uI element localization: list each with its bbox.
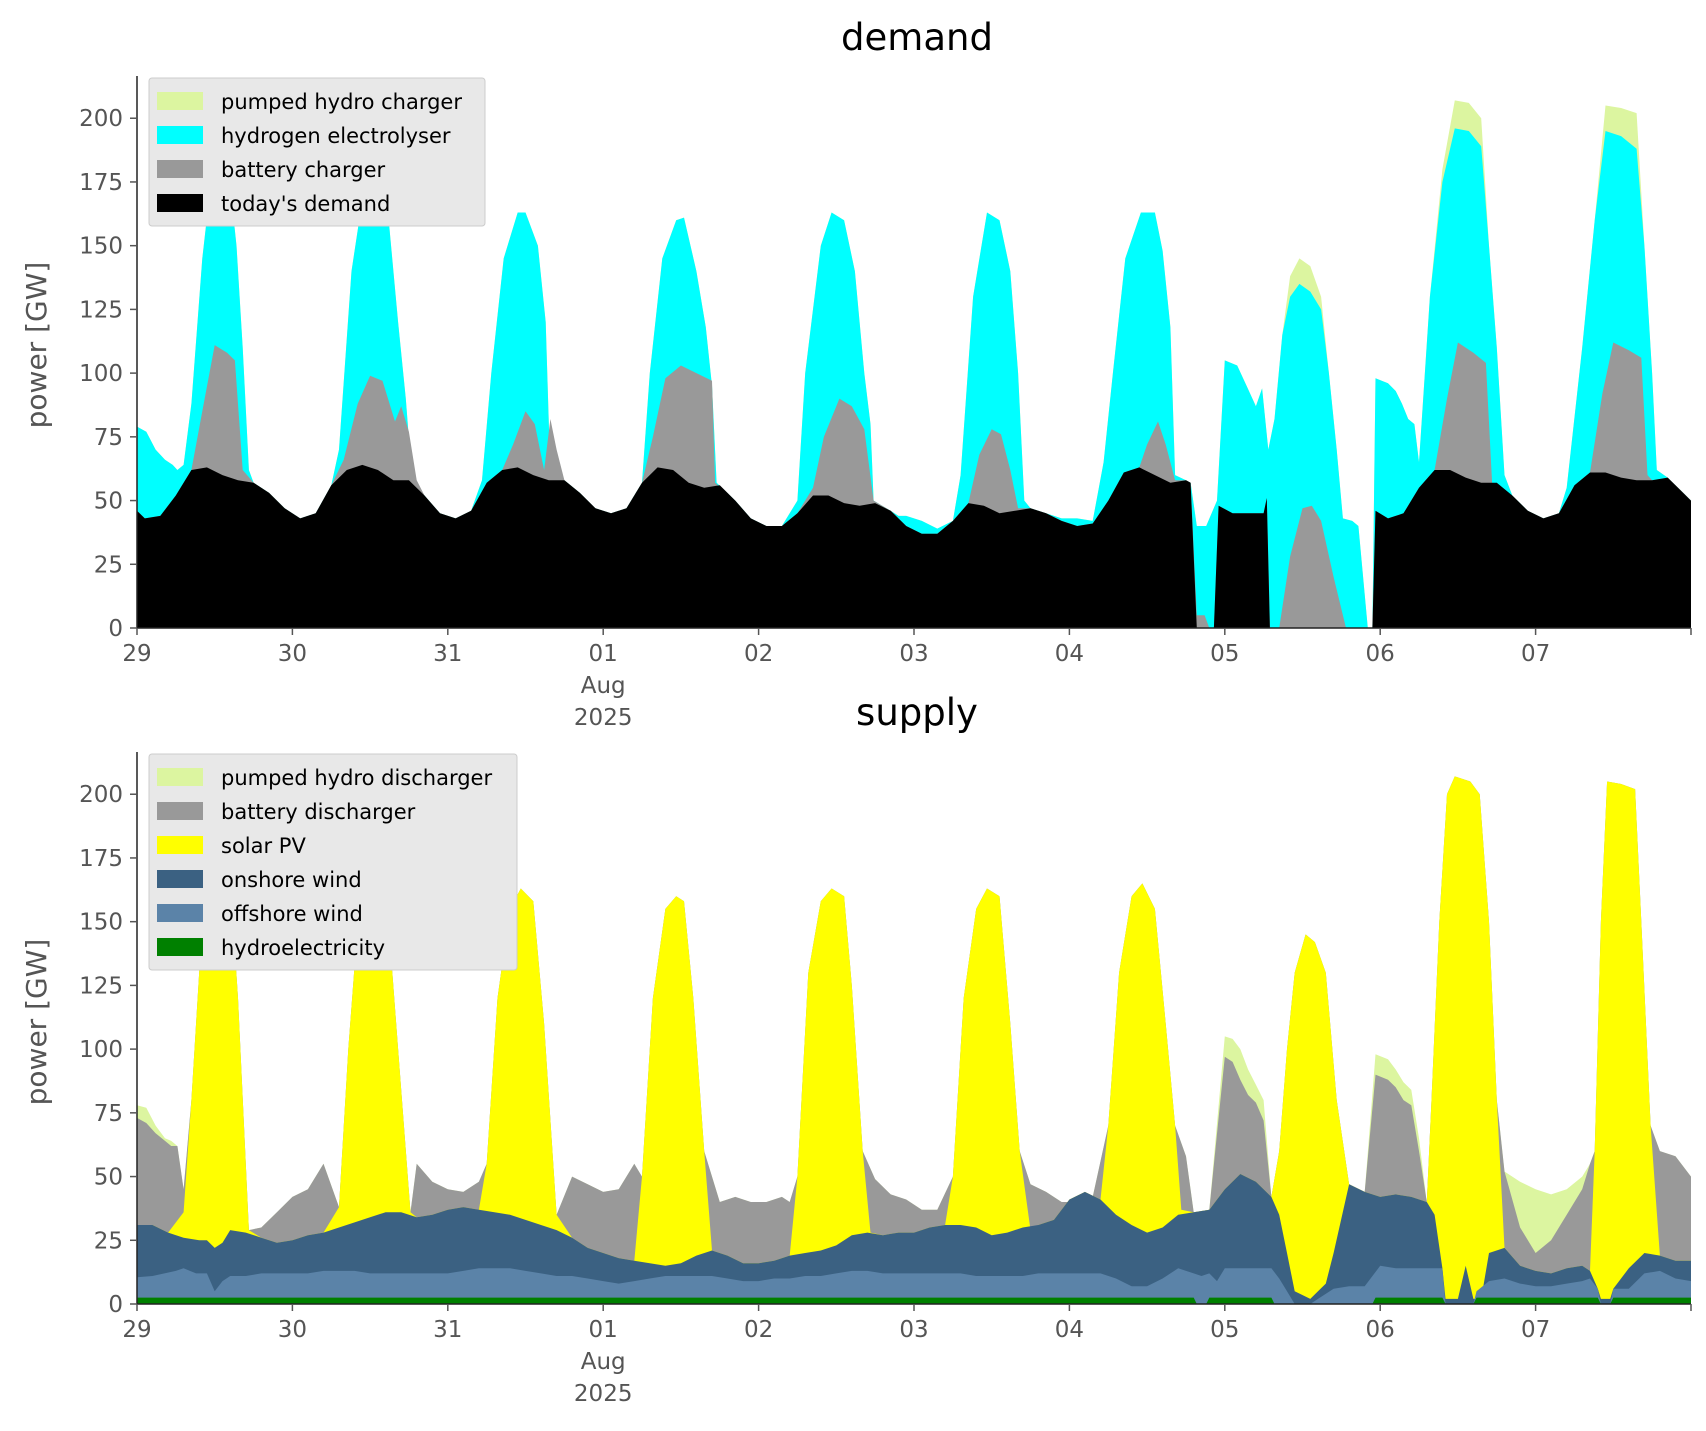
y-axis-label: power [GW]: [20, 262, 53, 429]
legend-swatch-battery-charger: [157, 160, 203, 178]
y-tick-label: 125: [79, 297, 123, 323]
x-tick-month-label: Aug: [581, 1349, 626, 1375]
x-tick-label: 06: [1366, 1317, 1395, 1343]
x-tick-label: 30: [278, 641, 307, 667]
y-tick-label: 0: [108, 1292, 123, 1318]
x-tick-label: 04: [1055, 641, 1084, 667]
y-tick-label: 25: [94, 552, 123, 578]
x-tick-label: 31: [433, 1317, 462, 1343]
x-tick-month-label: Aug: [581, 673, 626, 699]
x-tick-label: 02: [744, 1317, 773, 1343]
legend-label-battery-discharger: battery discharger: [221, 800, 416, 824]
y-tick-label: 0: [108, 616, 123, 642]
y-tick-label: 100: [79, 1037, 123, 1063]
x-tick-label: 07: [1521, 641, 1550, 667]
y-tick-label: 200: [79, 782, 123, 808]
y-tick-label: 200: [79, 106, 123, 132]
x-tick-label: 31: [433, 641, 462, 667]
y-tick-label: 25: [94, 1228, 123, 1254]
legend-swatch-battery-discharger: [157, 802, 203, 820]
x-tick-label: 05: [1210, 1317, 1239, 1343]
y-tick-label: 50: [94, 489, 123, 515]
x-tick-label: 03: [899, 1317, 928, 1343]
supply-axes: 0 25 50 75 100 125 150 175 200 29 30 31 01 Aug 2025 02 0…: [79, 752, 1692, 1407]
x-tick-label: 01: [589, 1317, 618, 1343]
x-tick-label: 30: [278, 1317, 307, 1343]
legend-label-pumped-hydro-charger: pumped hydro charger: [221, 90, 462, 114]
demand-legend: pumped hydro charger hydrogen electrolyse…: [148, 77, 486, 227]
x-tick-year-label: 2025: [574, 705, 633, 731]
x-tick-label: 29: [122, 1317, 151, 1343]
legend-swatch-offshore-wind: [157, 904, 203, 922]
y-tick-label: 150: [79, 234, 123, 260]
x-tick-year-label: 2025: [574, 1381, 633, 1407]
y-tick-label: 75: [94, 1101, 123, 1127]
area-hydroelectricity: [137, 1297, 1691, 1304]
y-tick-label: 50: [94, 1165, 123, 1191]
x-tick-label: 02: [744, 641, 773, 667]
y-tick-label: 175: [79, 846, 123, 872]
legend-swatch-pumped-hydro-discharger: [157, 768, 203, 786]
legend-label-offshore-wind: offshore wind: [221, 902, 363, 926]
chart-title: supply: [856, 691, 978, 734]
area-offshore-wind: [137, 1265, 1691, 1304]
x-tick-label: 29: [122, 641, 151, 667]
legend-label-pumped-hydro-discharger: pumped hydro discharger: [221, 766, 492, 790]
supply-areas: [137, 776, 1691, 1304]
legend-label-hydroelectricity: hydroelectricity: [221, 936, 385, 960]
x-tick-label: 06: [1366, 641, 1395, 667]
y-axis-label: power [GW]: [20, 939, 53, 1106]
y-tick-label: 125: [79, 973, 123, 999]
y-tick-label: 150: [79, 910, 123, 936]
y-tick-label: 100: [79, 361, 123, 387]
supply-panel: supply 0 25 50 75 100 125 150 175 200 29 30 31 01 Aug…: [20, 691, 1692, 1407]
legend-swatch-solar-pv: [157, 836, 203, 854]
x-tick-label: 03: [899, 641, 928, 667]
legend-box: [148, 77, 486, 227]
x-tick-label: 05: [1210, 641, 1239, 667]
demand-panel: demand 0 25 50 75 100 125 150 175 200 29 30 31 01 Aug…: [20, 16, 1692, 731]
y-tick-label: 175: [79, 170, 123, 196]
legend-swatch-pumped-hydro-charger: [157, 92, 203, 110]
area-solar-pv: [137, 776, 1691, 1304]
legend-swatch-onshore-wind: [157, 870, 203, 888]
demand-axes: 0 25 50 75 100 125 150 175 200 29 30 31 01 Aug 2025 02 0…: [79, 76, 1692, 731]
demand-areas: [137, 100, 1691, 628]
legend-label-hydrogen-electrolyser: hydrogen electrolyser: [221, 124, 451, 148]
x-tick-label: 07: [1521, 1317, 1550, 1343]
y-tick-label: 75: [94, 425, 123, 451]
legend-swatch-hydroelectricity: [157, 938, 203, 956]
legend-swatch-today-s-demand: [157, 194, 203, 212]
area-today-s-demand: [137, 464, 1691, 628]
legend-label-battery-charger: battery charger: [221, 158, 386, 182]
legend-label-solar-pv: solar PV: [221, 834, 306, 858]
legend-box: [148, 753, 518, 971]
legend-label-today-s-demand: today's demand: [221, 192, 390, 216]
supply-legend: pumped hydro discharger battery discharge…: [148, 753, 518, 971]
legend-swatch-hydrogen-electrolyser: [157, 126, 203, 144]
x-tick-label: 04: [1055, 1317, 1084, 1343]
chart-title: demand: [841, 16, 993, 59]
x-tick-label: 01: [589, 641, 618, 667]
legend-label-onshore-wind: onshore wind: [221, 868, 362, 892]
